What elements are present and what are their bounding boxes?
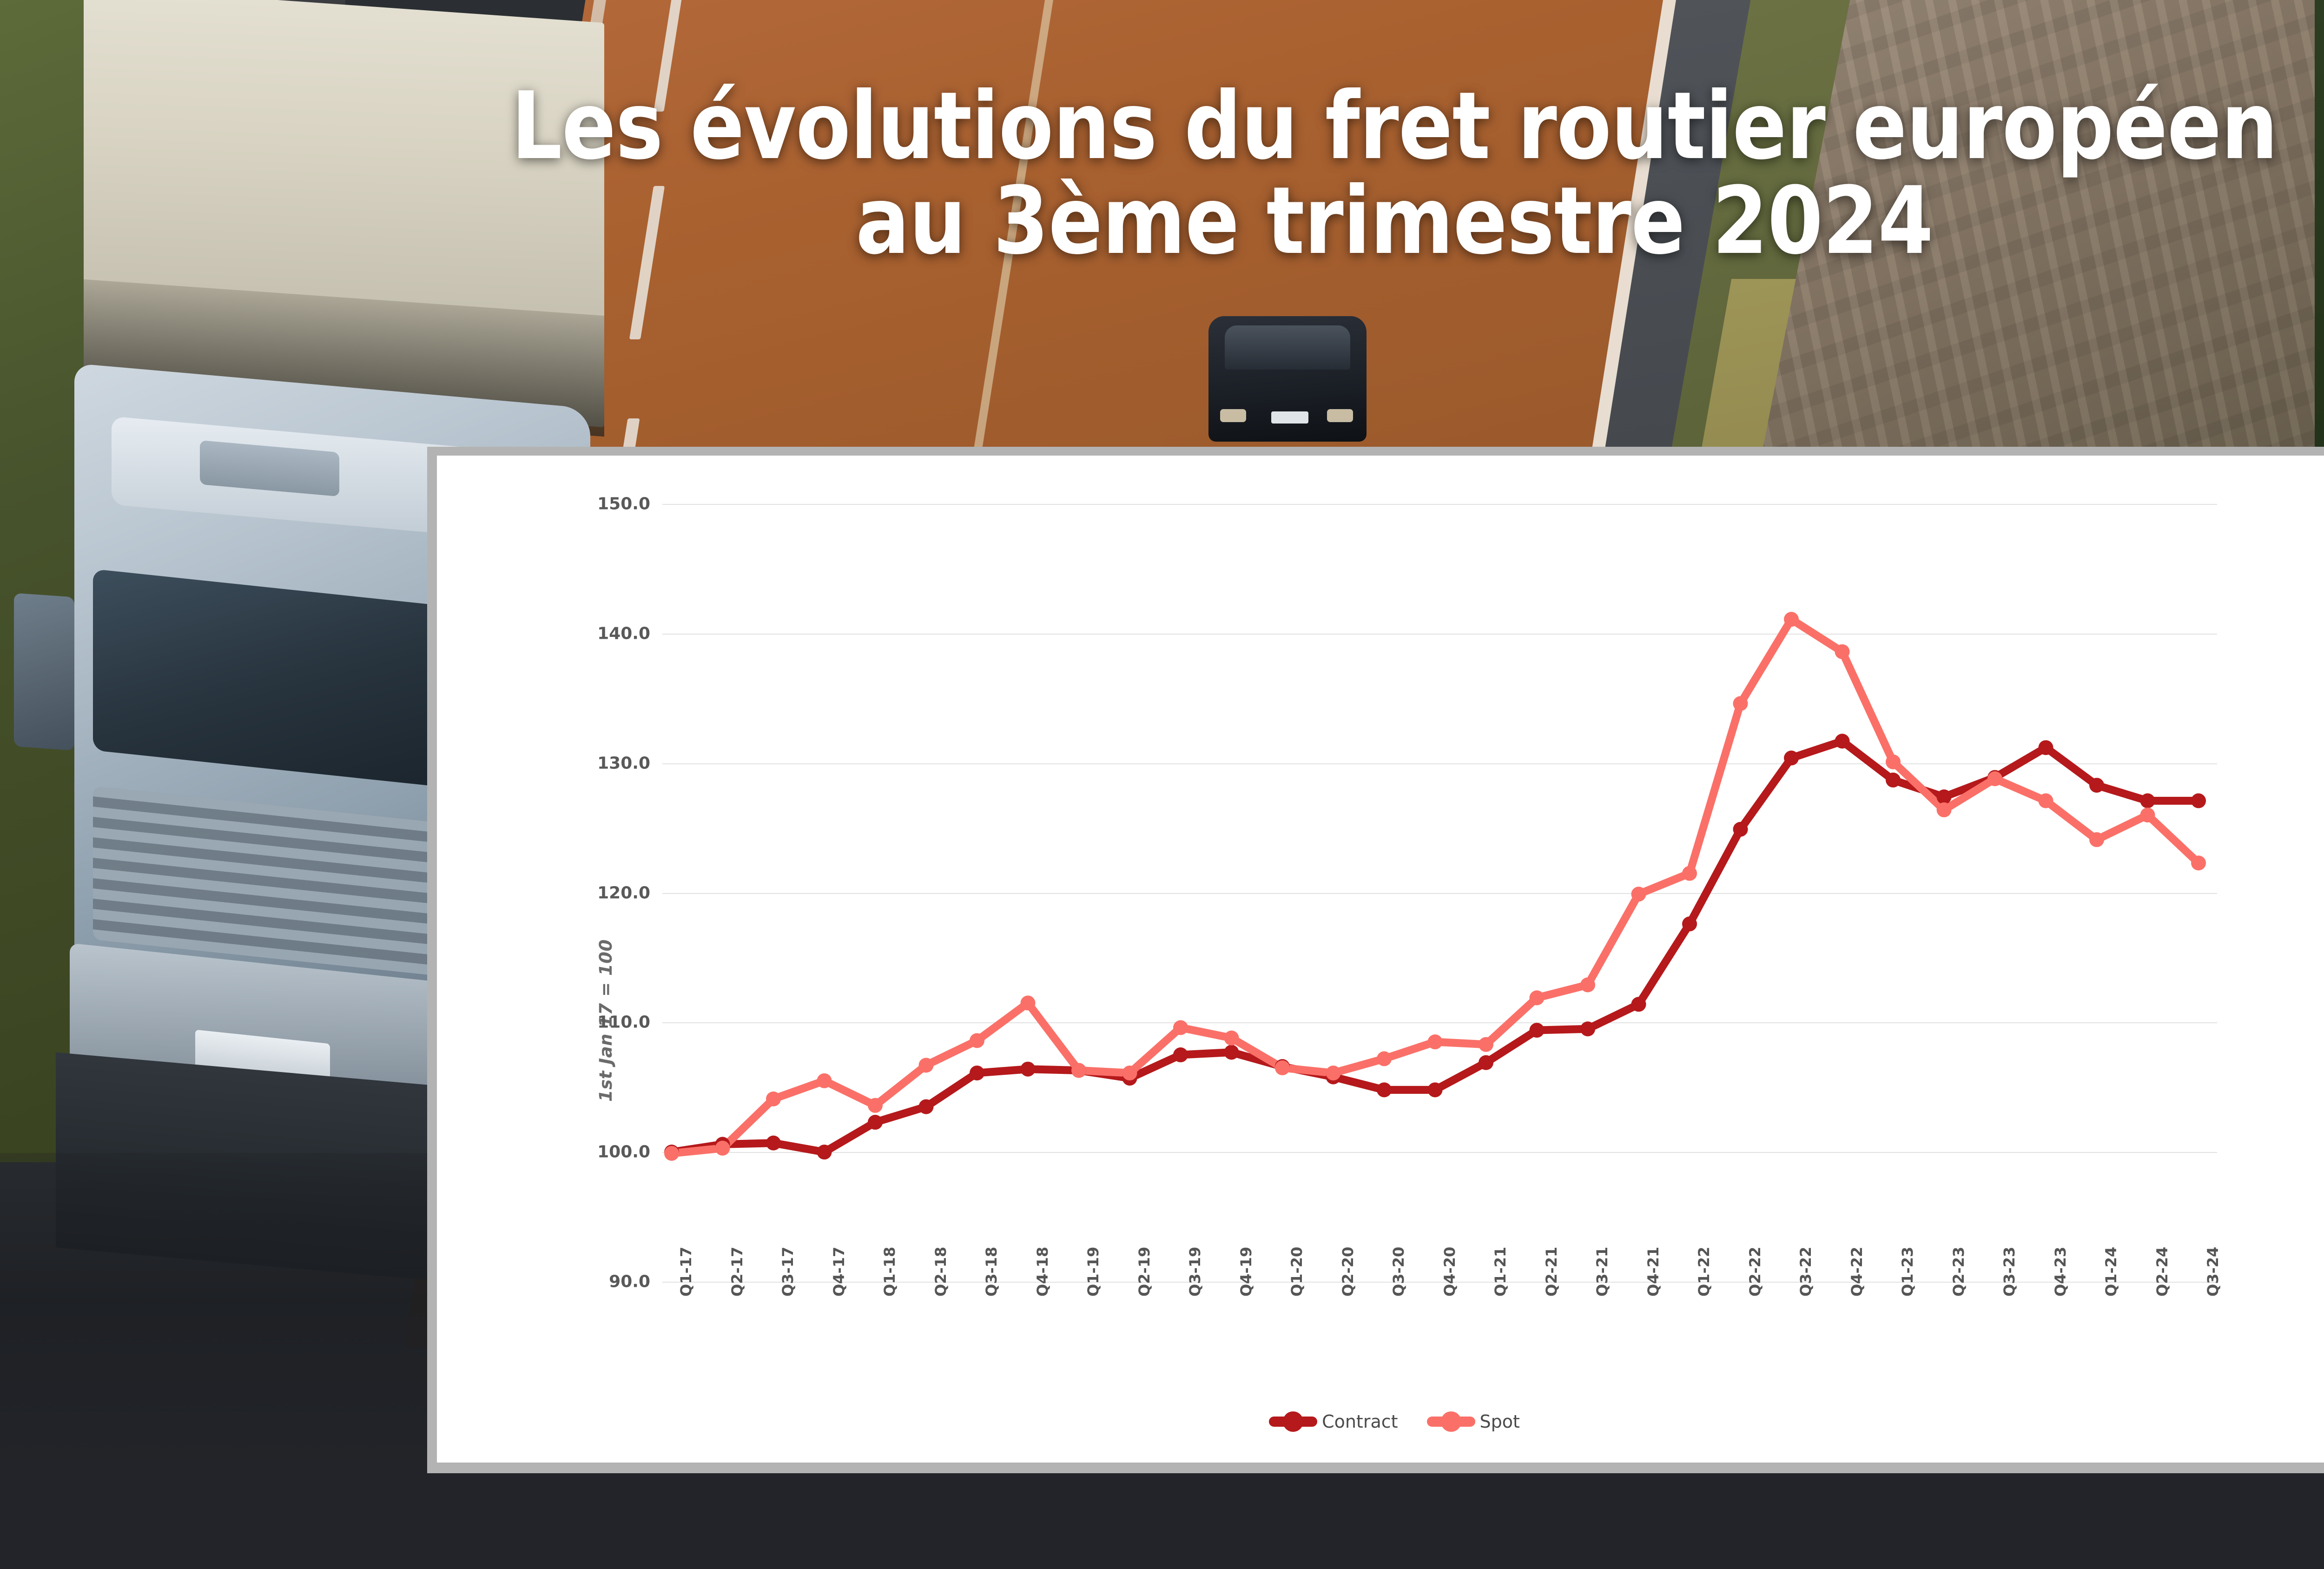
data-point <box>1427 1082 1443 1098</box>
data-point <box>1224 1030 1239 1046</box>
chart-card-frame: 1st Jan 17 = 100 90.0 100.0 110.0 120.0 130.… <box>427 447 2324 1473</box>
data-point <box>1936 802 1952 818</box>
data-point <box>1377 1082 1392 1098</box>
data-point <box>1326 1066 1341 1081</box>
data-point <box>1377 1051 1392 1066</box>
legend-label: Contract <box>1322 1411 1398 1432</box>
data-point <box>1733 696 1748 711</box>
gridline <box>662 1022 2217 1024</box>
data-point <box>1936 789 1952 805</box>
data-point <box>868 1098 883 1113</box>
data-point <box>1886 754 1901 769</box>
data-point <box>1479 1055 1493 1070</box>
legend-item[interactable]: Spot <box>1426 1411 1520 1432</box>
data-point <box>1580 1021 1595 1037</box>
series-line-spot <box>667 615 2203 1158</box>
data-point <box>1631 887 1646 902</box>
legend-marker-icon <box>1269 1417 1318 1427</box>
data-point <box>664 1145 679 1161</box>
data-point <box>1529 1023 1545 1038</box>
data-point <box>1580 977 1595 993</box>
legend-item[interactable]: Contract <box>1269 1411 1398 1432</box>
data-point <box>1122 1066 1137 1081</box>
series-lines <box>664 612 2206 1161</box>
data-point <box>817 1145 832 1160</box>
data-point <box>1835 644 1850 659</box>
legend-marker-icon <box>1426 1417 1475 1427</box>
data-point <box>1020 995 1036 1011</box>
car-rear-window <box>1225 325 1350 370</box>
data-point <box>1529 990 1545 1006</box>
y-axis-tick-label: 120.0 <box>597 883 650 902</box>
gridline <box>662 504 2217 505</box>
y-axis-tick-label: 150.0 <box>597 494 650 514</box>
data-point <box>1835 734 1850 749</box>
y-axis-tick-label: 130.0 <box>597 754 650 773</box>
data-point <box>2191 855 2206 871</box>
data-point <box>2140 808 2155 823</box>
y-axis-tick-label: 100.0 <box>597 1142 650 1162</box>
data-point <box>2089 778 2104 793</box>
data-point <box>2191 793 2206 808</box>
data-point <box>2140 793 2155 808</box>
data-point <box>1173 1047 1188 1063</box>
data-point <box>1682 866 1697 881</box>
gridline <box>662 893 2217 894</box>
data-point <box>1020 1061 1036 1077</box>
data-point <box>766 1135 781 1151</box>
chart-card: 1st Jan 17 = 100 90.0 100.0 110.0 120.0 130.… <box>437 456 2324 1463</box>
y-axis-tick-label: 90.0 <box>609 1272 650 1291</box>
data-point <box>1071 1063 1086 1078</box>
y-axis-tick-label: 140.0 <box>597 624 650 643</box>
data-point <box>1733 821 1748 837</box>
data-point <box>1784 750 1799 766</box>
data-point <box>918 1099 934 1114</box>
data-point <box>1886 772 1901 788</box>
y-axis-tick-label: 110.0 <box>597 1013 650 1032</box>
chart-plot-area: 90.0 100.0 110.0 120.0 130.0 140.0 150.0 Q1-17… <box>597 495 2222 1297</box>
data-point <box>1427 1034 1443 1050</box>
chart-legend: Contract Spot <box>0 1411 2324 1432</box>
data-point <box>2089 832 2104 847</box>
car-taillight-left <box>1220 409 1246 422</box>
car-license-plate <box>1271 411 1308 424</box>
data-point <box>766 1091 781 1106</box>
data-point <box>1682 916 1697 932</box>
data-point <box>1987 771 2002 787</box>
data-point <box>918 1058 934 1073</box>
data-point <box>817 1073 832 1088</box>
data-point <box>868 1115 883 1130</box>
data-point <box>970 1066 984 1081</box>
data-point <box>2038 793 2053 808</box>
data-point <box>1479 1037 1493 1052</box>
data-point <box>1173 1020 1188 1035</box>
gridline <box>662 1152 2217 1153</box>
data-point <box>1784 612 1799 627</box>
data-point <box>715 1140 730 1156</box>
data-point <box>1224 1045 1239 1060</box>
gridline <box>662 763 2217 764</box>
truck-mirror <box>14 593 74 751</box>
data-point <box>1631 997 1646 1012</box>
gridline <box>662 1282 2217 1283</box>
gridline <box>662 633 2217 635</box>
data-point <box>970 1033 984 1048</box>
data-point <box>1275 1060 1290 1075</box>
car-taillight-right <box>1327 409 1353 422</box>
data-point <box>2038 740 2053 755</box>
legend-label: Spot <box>1479 1411 1520 1432</box>
